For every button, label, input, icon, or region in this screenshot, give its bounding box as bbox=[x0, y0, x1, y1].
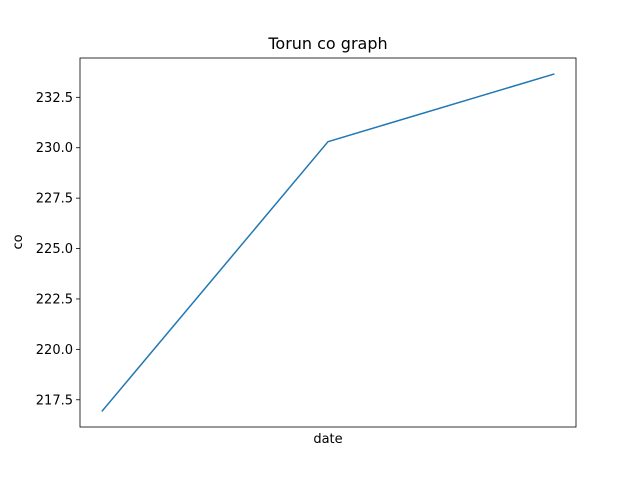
chart-title: Torun co graph bbox=[267, 34, 387, 53]
y-tick-label: 232.5 bbox=[36, 91, 73, 106]
y-tick-label: 230.0 bbox=[36, 141, 73, 156]
x-axis-label: date bbox=[313, 432, 342, 447]
y-tick-label: 222.5 bbox=[36, 292, 73, 307]
y-tick-label: 217.5 bbox=[36, 393, 73, 408]
plot-area: 217.5 220.0 222.5 225.0 227.5 230.0 232.5 bbox=[36, 57, 577, 428]
y-tick-label: 227.5 bbox=[36, 192, 73, 207]
axes-frame bbox=[79, 57, 577, 428]
series-line-1 bbox=[101, 73, 555, 412]
y-tick-label: 220.0 bbox=[36, 343, 73, 358]
y-tick-label: 225.0 bbox=[36, 242, 73, 257]
y-axis-label: co bbox=[11, 234, 26, 249]
